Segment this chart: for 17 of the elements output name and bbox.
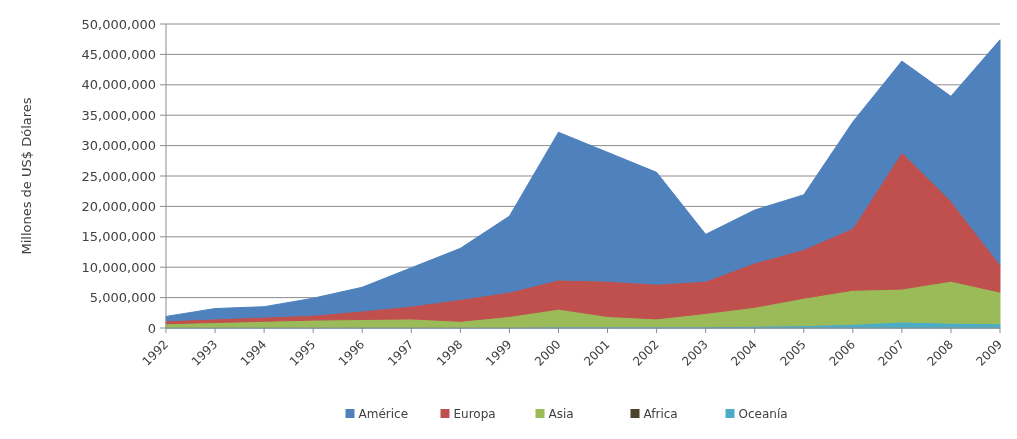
y-tick-label: 30,000,000 (81, 138, 156, 154)
legend-label: Asia (548, 407, 574, 421)
y-tick-label: 15,000,000 (81, 229, 156, 245)
legend-label: Africa (643, 407, 678, 421)
legend-label: Américe (358, 407, 409, 421)
y-axis-title: Millones de US$ Dólares (18, 97, 34, 255)
y-tick-label: 50,000,000 (81, 16, 156, 32)
y-tick-label: 20,000,000 (81, 198, 156, 214)
y-tick-label: 40,000,000 (81, 77, 156, 93)
y-tick-label: 0 (147, 320, 156, 336)
y-tick-label: 25,000,000 (81, 168, 156, 184)
legend-label: Europa (453, 407, 496, 421)
y-tick-label: 10,000,000 (81, 259, 156, 275)
y-tick-label: 5,000,000 (89, 290, 156, 306)
y-tick-label: 35,000,000 (81, 107, 156, 123)
y-tick-label: 45,000,000 (81, 46, 156, 62)
legend-label: Oceanía (738, 407, 788, 421)
